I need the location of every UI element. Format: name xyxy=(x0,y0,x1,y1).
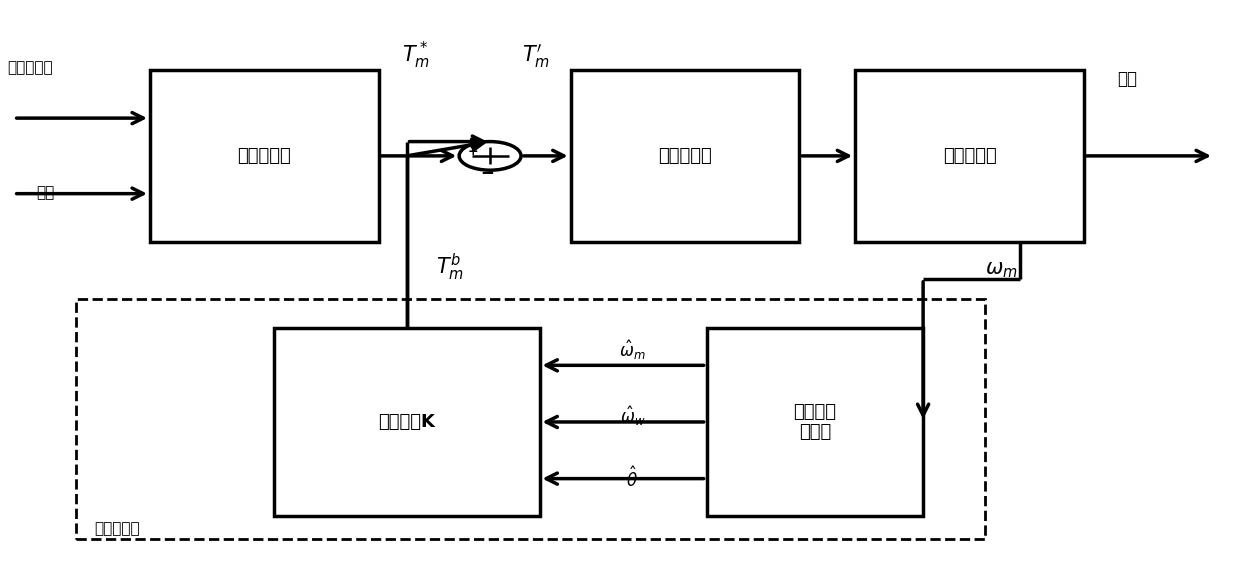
Text: 反馈增益K: 反馈增益K xyxy=(378,413,435,431)
Text: $\hat{\theta}$: $\hat{\theta}$ xyxy=(626,467,639,492)
Bar xyxy=(570,70,800,242)
Text: $T_m^{\prime}$: $T_m^{\prime}$ xyxy=(522,42,549,70)
Bar xyxy=(274,328,539,516)
Text: $\hat{\omega}_w$: $\hat{\omega}_w$ xyxy=(620,404,645,428)
Text: 电机控制器: 电机控制器 xyxy=(658,147,712,165)
Text: +: + xyxy=(467,145,479,158)
Text: $T_m^b$: $T_m^b$ xyxy=(436,252,465,283)
Text: 全维状态
观测器: 全维状态 观测器 xyxy=(794,402,836,442)
Bar xyxy=(856,70,1084,242)
Bar xyxy=(707,328,923,516)
Text: 整车控制器: 整车控制器 xyxy=(237,147,291,165)
Text: 扭转控制器: 扭转控制器 xyxy=(94,522,140,536)
Text: 驾驶员操作: 驾驶员操作 xyxy=(7,60,53,75)
Text: −: − xyxy=(480,163,494,181)
Text: 混合动力车: 混合动力车 xyxy=(942,147,997,165)
Text: $\hat{\omega}_m$: $\hat{\omega}_m$ xyxy=(619,339,646,362)
Text: $T_m^*$: $T_m^*$ xyxy=(402,40,430,71)
Bar xyxy=(76,299,985,539)
Text: $\omega_m$: $\omega_m$ xyxy=(985,260,1018,281)
Bar xyxy=(150,70,378,242)
Text: 起步: 起步 xyxy=(1117,70,1137,87)
Text: 工况: 工况 xyxy=(36,186,55,201)
